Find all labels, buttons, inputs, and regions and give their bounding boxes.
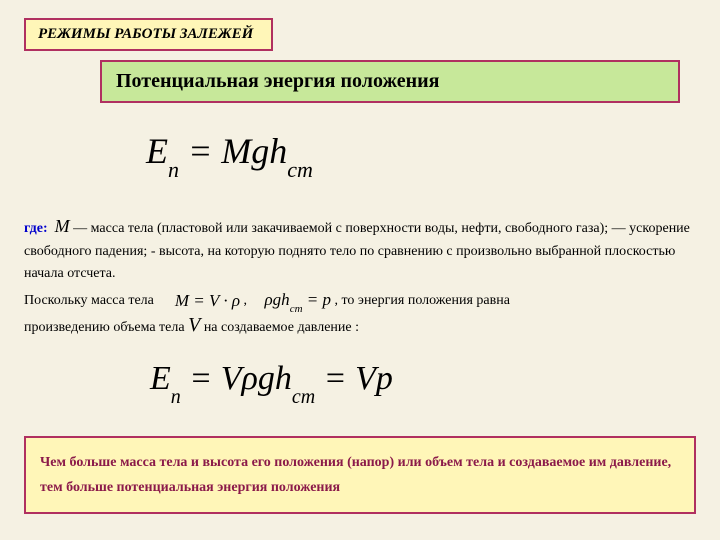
definition-paragraph-2: произведению объема тела V на создаваемо…	[24, 308, 696, 342]
inline-f1b: ρgh	[265, 290, 290, 309]
var-V: V	[188, 314, 200, 336]
f2-mid-sub: ст	[292, 386, 315, 408]
para3-b: на создаваемое давление :	[204, 320, 359, 335]
conclusion-box: Чем больше масса тела и высота его полож…	[24, 436, 696, 514]
para2-c: , то энергия положения равна	[335, 293, 510, 308]
para2-b: ,	[244, 293, 248, 308]
formula-eq: =	[179, 131, 221, 171]
formula-potential-energy: En = Mghст	[146, 130, 313, 177]
section-title: РЕЖИМЫ РАБОТЫ ЗАЛЕЖЕЙ	[38, 26, 253, 42]
where-keyword: где:	[24, 221, 48, 236]
formula-M: M	[221, 131, 251, 171]
formula-E: E	[146, 131, 168, 171]
var-M: M	[55, 216, 70, 236]
formula-derived: En = Vρghст = Vp	[150, 360, 393, 403]
f2-E-sub: n	[171, 386, 181, 408]
conclusion-text: Чем больше масса тела и высота его полож…	[40, 455, 671, 495]
formula-h: h	[269, 131, 287, 171]
subtitle: Потенциальная энергия положения	[116, 70, 439, 92]
formula-g: g	[251, 131, 269, 171]
formula-E-sub: n	[168, 157, 179, 182]
definition-paragraph: где: M — масса тела (пластовой или закач…	[24, 212, 696, 316]
subtitle-box: Потенциальная энергия положения	[100, 60, 680, 103]
para1-text: — масса тела (пластовой или закачиваемой…	[24, 221, 690, 281]
slide-page: РЕЖИМЫ РАБОТЫ ЗАЛЕЖЕЙ Потенциальная энер…	[0, 0, 720, 540]
para3-a: произведению объема тела	[24, 320, 188, 335]
para2-a: Поскольку масса тела	[24, 293, 154, 308]
formula-h-sub: ст	[287, 157, 313, 182]
f2-mid: = Vρgh	[181, 360, 292, 397]
f2-rhs: = Vp	[315, 360, 393, 397]
section-title-box: РЕЖИМЫ РАБОТЫ ЗАЛЕЖЕЙ	[24, 18, 273, 51]
f2-E: E	[150, 360, 171, 397]
inline-f1c: = p	[303, 290, 331, 309]
